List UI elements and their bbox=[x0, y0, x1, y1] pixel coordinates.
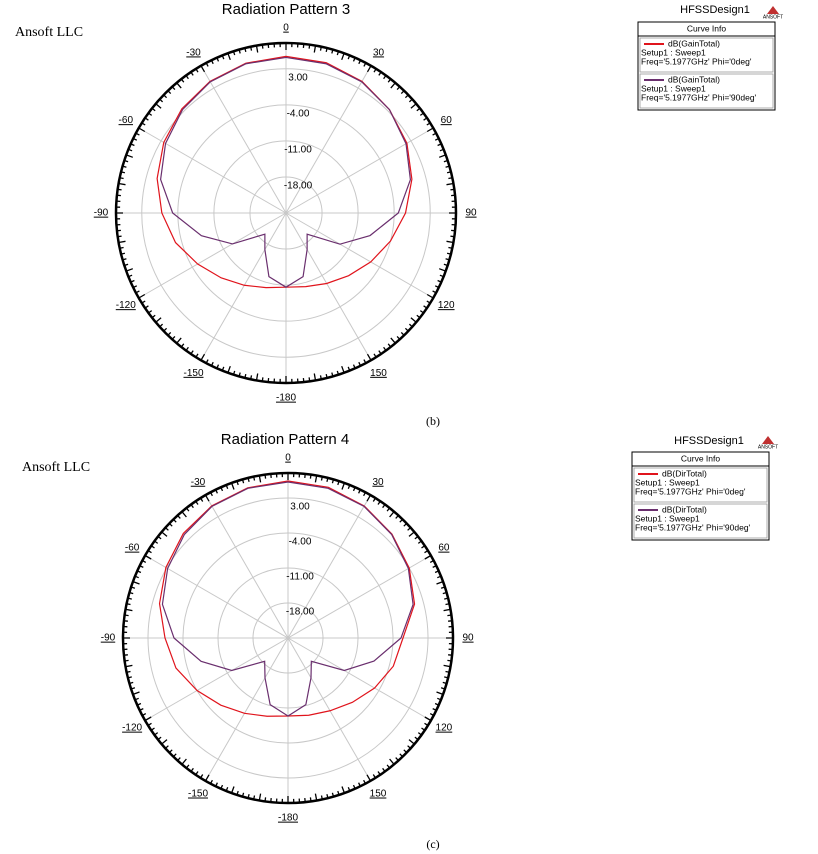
legend-entry-box bbox=[639, 37, 774, 73]
angle-tick-label: -150 bbox=[183, 368, 203, 379]
angle-tick-label: 120 bbox=[436, 723, 453, 734]
legend-info: Setup1 : Sweep1 bbox=[641, 83, 706, 93]
angle-tick-label: 60 bbox=[441, 115, 453, 126]
radial-grid-ring bbox=[147, 497, 429, 779]
radial-grid-ring bbox=[252, 602, 324, 674]
radial-tick-label: -11.00 bbox=[284, 145, 312, 156]
angle-grid-line bbox=[144, 555, 289, 639]
legend-info: Setup1 : Sweep1 bbox=[635, 513, 700, 523]
angle-grid-line bbox=[287, 555, 432, 639]
radial-tick-label: -18.00 bbox=[286, 607, 315, 618]
angle-grid-line bbox=[205, 637, 289, 782]
radial-tick-label: -4.00 bbox=[287, 108, 310, 119]
angle-tick-label: -180 bbox=[276, 393, 296, 404]
radial-grid-ring bbox=[182, 532, 394, 744]
legend-info: Freq='5.1977GHz' Phi='90deg' bbox=[641, 92, 757, 102]
radial-tick-label: -4.00 bbox=[289, 537, 312, 548]
angle-tick-label: 120 bbox=[438, 300, 455, 311]
angle-grid-line bbox=[287, 637, 432, 721]
angle-tick-label: 90 bbox=[462, 633, 474, 644]
angle-tick-label: 90 bbox=[465, 208, 477, 219]
legend-info: Freq='5.1977GHz' Phi='0deg' bbox=[641, 56, 752, 66]
radial-tick-label: -11.00 bbox=[286, 572, 314, 583]
series-curve bbox=[161, 481, 414, 717]
logo-text: ANSOFT bbox=[763, 14, 783, 20]
radial-grid-ring bbox=[141, 68, 431, 358]
legend-info: Setup1 : Sweep1 bbox=[635, 477, 700, 487]
radial-grid-ring bbox=[249, 176, 323, 250]
design-name: HFSSDesign1 bbox=[680, 4, 750, 16]
angle-tick-label: -120 bbox=[122, 723, 142, 734]
angle-grid-line bbox=[285, 65, 372, 214]
legend-title: Curve Info bbox=[687, 23, 726, 33]
angle-grid-line bbox=[200, 212, 287, 361]
legend-label: dB(GainTotal) bbox=[668, 74, 720, 84]
angle-tick-label: 30 bbox=[373, 47, 385, 58]
legend-entry-box bbox=[633, 467, 768, 503]
angle-tick-label: -30 bbox=[191, 477, 206, 488]
angle-tick-label: -180 bbox=[278, 813, 298, 824]
angle-tick-label: 60 bbox=[438, 543, 450, 554]
legend-entry-box bbox=[633, 503, 768, 539]
angle-tick-label: -30 bbox=[186, 47, 201, 58]
annotation: Ansoft LLC bbox=[22, 460, 90, 475]
legend-box bbox=[631, 451, 770, 541]
series-curve bbox=[158, 480, 416, 717]
legend-box bbox=[637, 21, 776, 111]
dial-scale bbox=[123, 473, 453, 803]
angle-tick-label: -150 bbox=[188, 789, 208, 800]
angle-grid-line bbox=[285, 127, 434, 214]
angle-grid-line bbox=[138, 212, 287, 299]
radial-grid-ring bbox=[217, 567, 359, 709]
angle-tick-label: 0 bbox=[285, 453, 291, 464]
angle-tick-label: -90 bbox=[94, 208, 109, 219]
legend-info: Freq='5.1977GHz' Phi='90deg' bbox=[635, 522, 751, 532]
angle-tick-label: -120 bbox=[116, 300, 136, 311]
radial-grid-ring bbox=[213, 140, 359, 286]
figure-caption: (b) bbox=[426, 414, 440, 428]
legend-info: Freq='5.1977GHz' Phi='0deg' bbox=[635, 486, 746, 496]
radial-tick-label: -18.00 bbox=[284, 181, 313, 192]
angle-tick-label: -60 bbox=[125, 543, 140, 554]
legend-label: dB(GainTotal) bbox=[668, 38, 720, 48]
angle-grid-line bbox=[285, 212, 372, 361]
angle-grid-line bbox=[287, 637, 371, 782]
angle-tick-label: -60 bbox=[119, 115, 134, 126]
angle-tick-label: 0 bbox=[283, 23, 289, 34]
logo-text: ANSOFT bbox=[758, 444, 778, 450]
angle-grid-line bbox=[287, 494, 371, 639]
angle-tick-label: -90 bbox=[101, 633, 116, 644]
angle-grid-line bbox=[200, 65, 287, 214]
angle-tick-label: 30 bbox=[372, 477, 384, 488]
dial-scale bbox=[116, 43, 456, 383]
chart-title: Radiation Pattern 4 bbox=[221, 431, 349, 448]
angle-grid-line bbox=[205, 494, 289, 639]
legend-entry-box bbox=[639, 73, 774, 109]
legend-info: Setup1 : Sweep1 bbox=[641, 47, 706, 57]
figure-caption: (c) bbox=[426, 837, 439, 851]
radial-tick-label: 3.00 bbox=[288, 72, 308, 83]
legend-title: Curve Info bbox=[681, 453, 720, 463]
angle-grid-line bbox=[144, 637, 289, 721]
angle-tick-label: 150 bbox=[370, 789, 387, 800]
series-curve bbox=[156, 55, 413, 289]
logo-mark bbox=[767, 6, 779, 14]
radial-grid-ring bbox=[177, 104, 395, 322]
radial-tick-label: 3.00 bbox=[290, 502, 310, 513]
chart-title: Radiation Pattern 3 bbox=[222, 1, 350, 18]
design-name: HFSSDesign1 bbox=[674, 435, 744, 447]
logo-mark bbox=[762, 436, 774, 444]
legend-label: dB(DirTotal) bbox=[662, 468, 707, 478]
legend-label: dB(DirTotal) bbox=[662, 504, 707, 514]
series-curve bbox=[159, 56, 412, 288]
angle-tick-label: 150 bbox=[370, 368, 387, 379]
annotation: Ansoft LLC bbox=[15, 25, 83, 40]
angle-grid-line bbox=[285, 212, 434, 299]
